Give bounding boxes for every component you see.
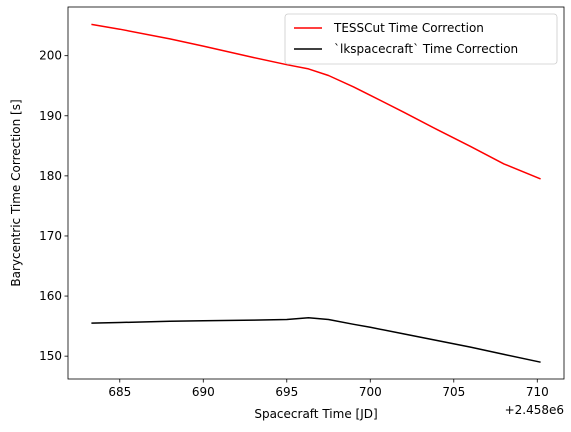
legend-box <box>284 13 558 65</box>
y-tick-label: 180 <box>39 169 62 183</box>
x-tick-label: 690 <box>192 385 215 399</box>
series-layer <box>91 23 541 363</box>
plot-area <box>68 7 564 379</box>
x-tick-label: 695 <box>275 385 298 399</box>
legend-label-lkspacecraft: `lkspacecraft` Time Correction <box>334 42 518 56</box>
x-axis-ticks: 685 690 695 700 705 710 <box>108 379 549 399</box>
series-line-tesscut <box>91 23 541 180</box>
x-tick-label: 710 <box>526 385 549 399</box>
legend: TESSCut Time Correction `lkspacecraft` T… <box>284 13 558 65</box>
x-tick-label: 685 <box>108 385 131 399</box>
y-axis-label: Barycentric Time Correction [s] <box>9 99 23 286</box>
plot-frame <box>67 6 565 380</box>
x-axis-label: Spacecraft Time [JD] <box>254 407 377 421</box>
y-tick-label: 170 <box>39 229 62 243</box>
x-tick-label: 700 <box>359 385 382 399</box>
y-tick-label: 160 <box>39 289 62 303</box>
y-tick-label: 200 <box>39 49 62 63</box>
x-tick-label: 705 <box>442 385 465 399</box>
series-line-lkspacecraft <box>91 316 541 363</box>
y-tick-label: 150 <box>39 349 62 363</box>
y-axis-ticks: 150 160 170 180 190 200 <box>39 49 68 363</box>
legend-label-tesscut: TESSCut Time Correction <box>333 21 484 35</box>
x-offset-label: +2.458e6 <box>505 403 564 417</box>
y-tick-label: 190 <box>39 109 62 123</box>
